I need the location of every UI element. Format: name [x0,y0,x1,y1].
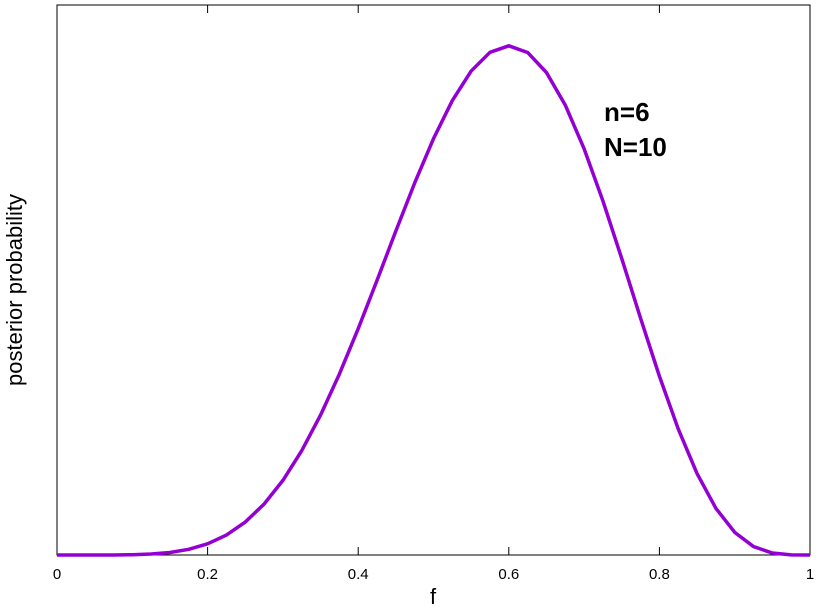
x-axis-label: f [430,584,437,609]
x-tick-label: 1 [806,566,814,583]
x-tick-label: 0 [53,566,61,583]
x-tick-label: 0.2 [197,566,218,583]
line-series [57,44,811,557]
x-tick-label: 0.4 [348,566,369,583]
annotation: N=10 [604,132,667,162]
x-tick-label: 0.6 [498,566,519,583]
x-tick-label: 0.8 [649,566,670,583]
y-axis-label: posterior probability [2,194,27,386]
annotation: n=6 [604,97,650,127]
plot-frame [56,4,811,556]
